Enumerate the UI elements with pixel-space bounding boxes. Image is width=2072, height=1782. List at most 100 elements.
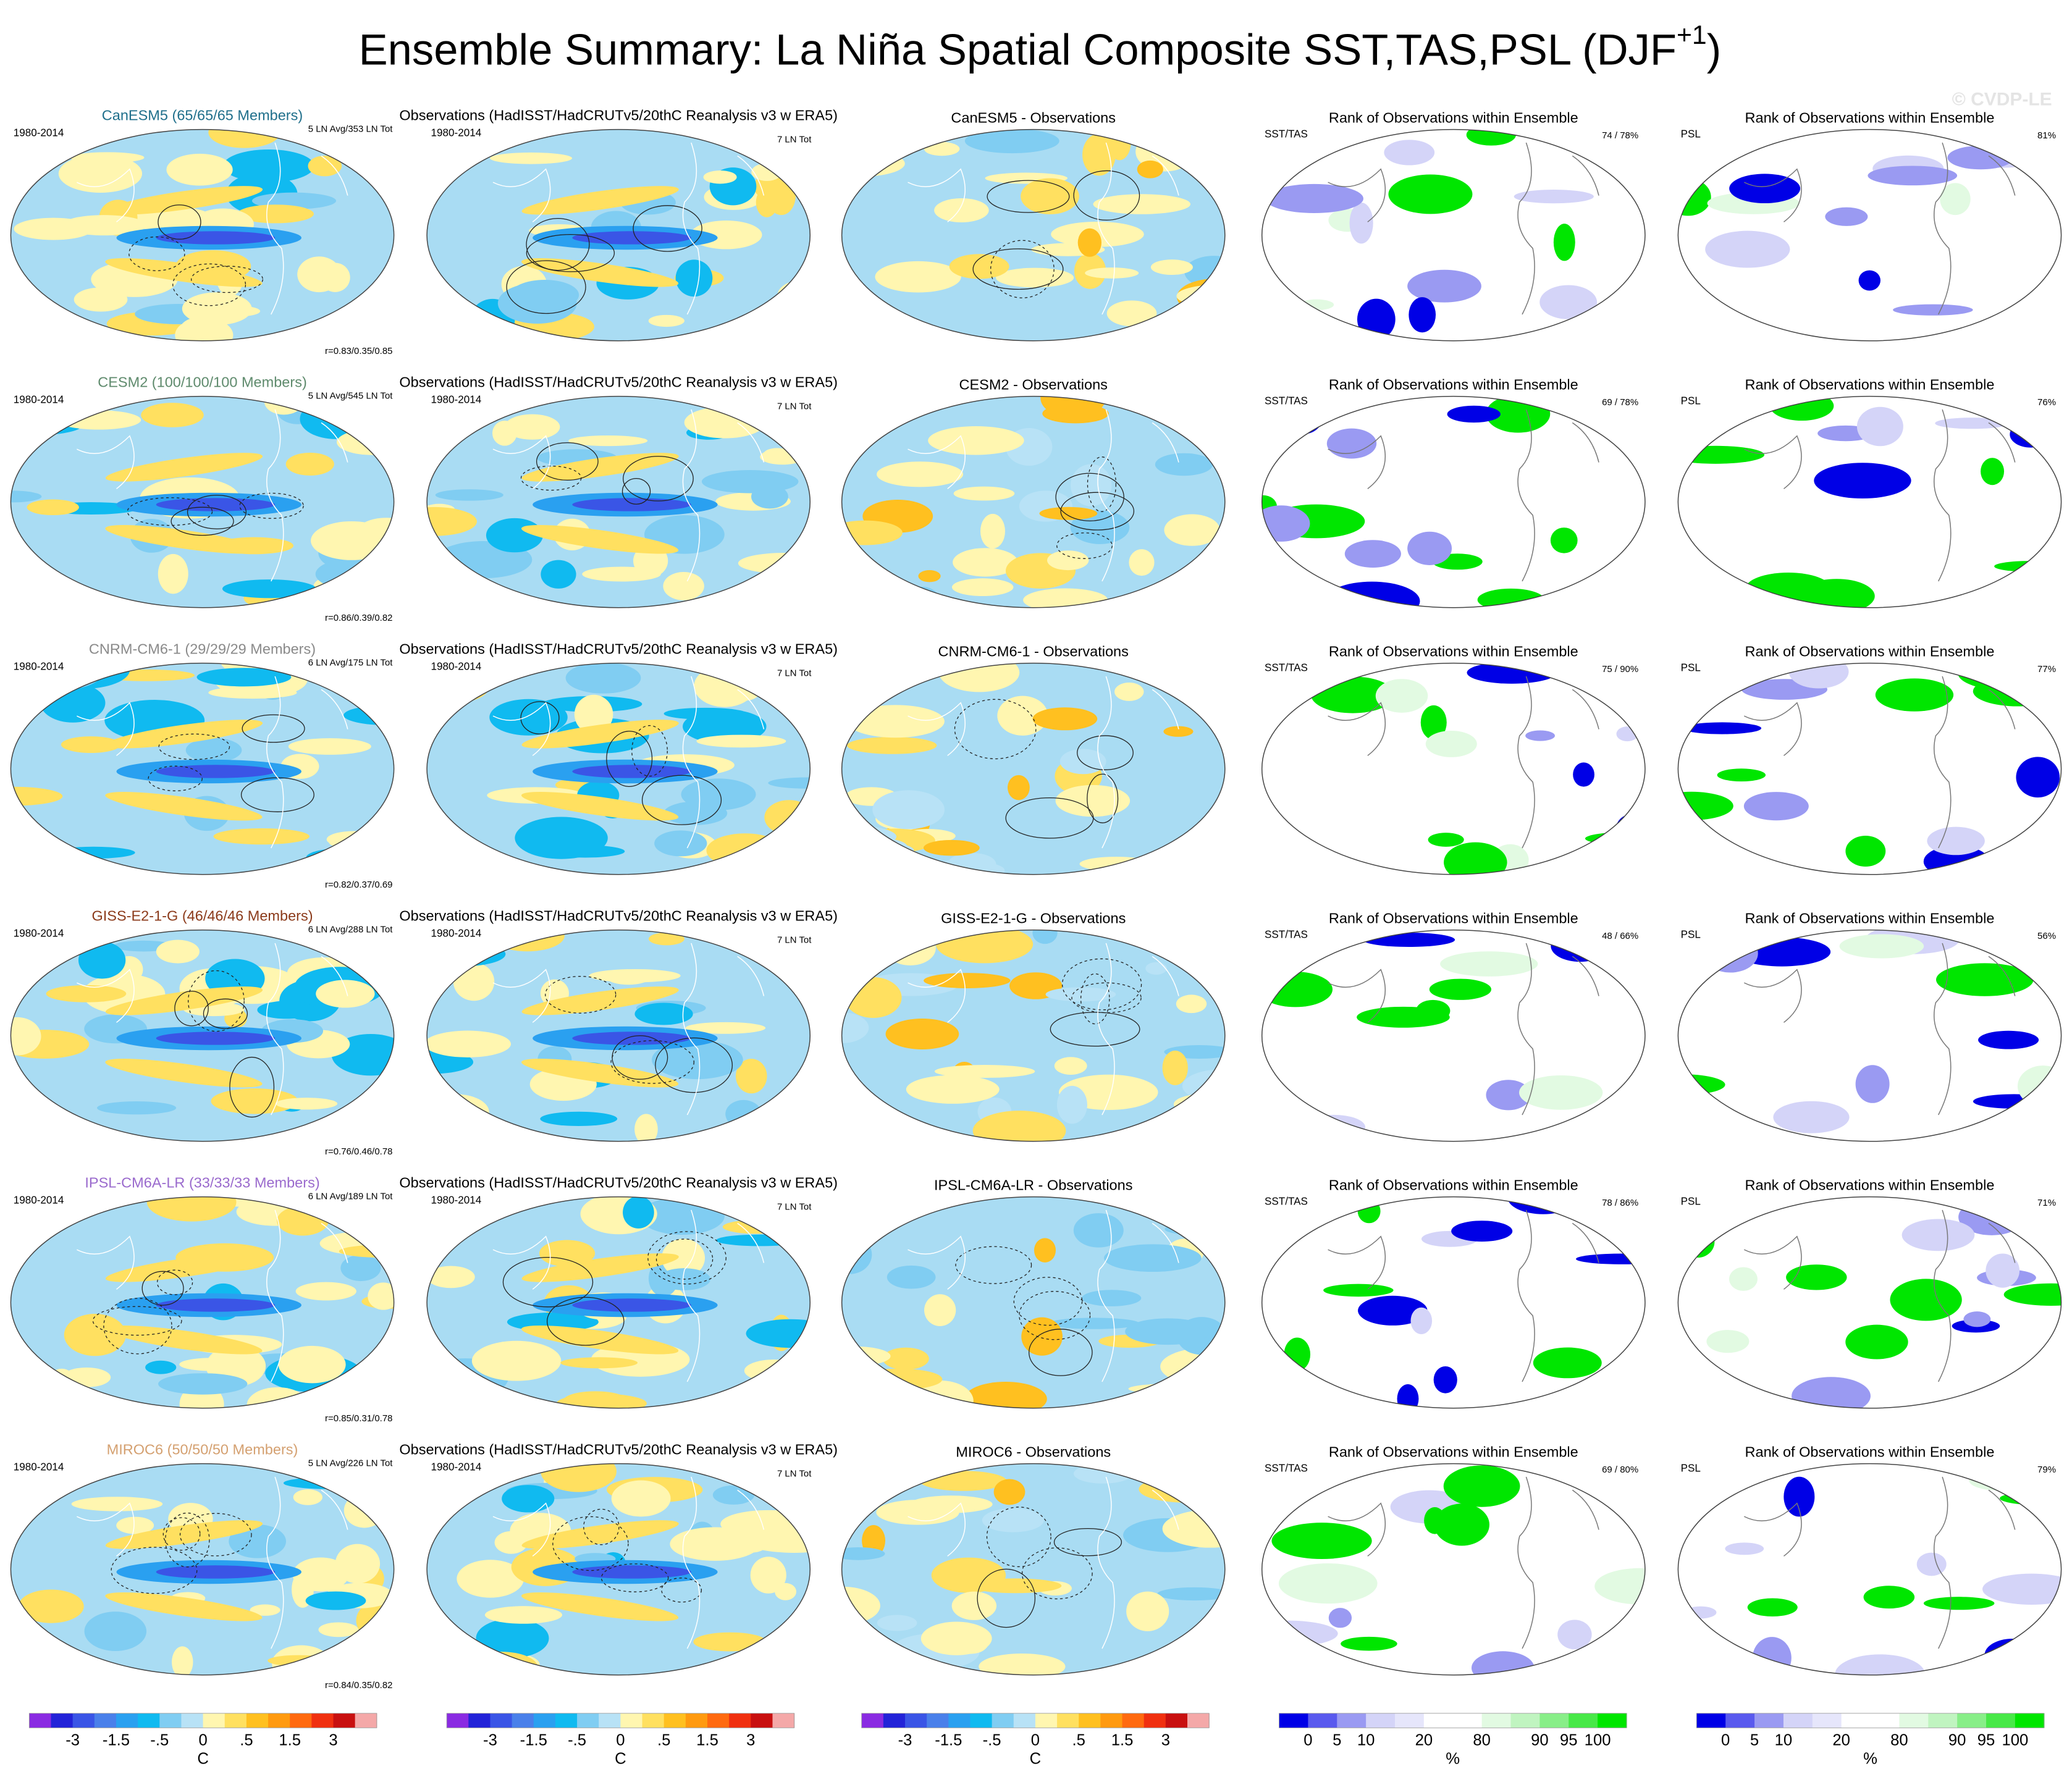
map <box>1261 129 1645 341</box>
contour <box>156 1269 193 1295</box>
map-field <box>760 448 805 465</box>
coastline <box>77 1476 348 1649</box>
contour <box>536 442 599 481</box>
map-field <box>746 1319 811 1348</box>
map-field <box>1210 1492 1225 1514</box>
map-field <box>172 1646 193 1675</box>
contour <box>520 465 582 491</box>
map-field <box>1705 230 1790 268</box>
map-field <box>934 198 989 222</box>
rank-title: Rank of Observations within Ensemble <box>1329 377 1578 393</box>
map-field <box>343 705 394 726</box>
colorbar-box <box>599 1713 621 1728</box>
colorbar-box <box>1308 1713 1337 1728</box>
coastline <box>77 409 348 582</box>
colorbar-tick-label: -3 <box>483 1731 497 1749</box>
map-field <box>18 1589 84 1623</box>
map-field <box>1164 514 1220 546</box>
warm-band <box>521 186 679 215</box>
map-field <box>841 1547 885 1560</box>
diff-title: IPSL-CM6A-LR - Observations <box>934 1177 1132 1193</box>
model-events: 5 LN Avg/226 LN Tot <box>308 1458 394 1469</box>
map-field <box>886 1265 936 1289</box>
warm-band <box>521 792 679 821</box>
map-field <box>1160 1347 1225 1386</box>
map-field <box>1916 1552 1947 1576</box>
map-field <box>27 499 79 516</box>
map-field <box>185 738 242 763</box>
map-field <box>703 170 737 184</box>
colorbar-box <box>246 1713 269 1728</box>
colorbar-box <box>1754 1713 1784 1728</box>
map-field <box>1616 726 1638 742</box>
colorbar-box <box>577 1713 599 1728</box>
map-field <box>1409 297 1436 333</box>
colorbar-box <box>1279 1713 1309 1728</box>
colorbar-unit: % <box>1446 1750 1460 1767</box>
rank-psl-label: PSL <box>1681 662 1701 674</box>
obs-period: 1980-2014 <box>431 394 482 406</box>
contour <box>972 248 1064 290</box>
colorbar-box <box>1057 1713 1079 1728</box>
enso-core <box>156 231 276 245</box>
warm-band <box>105 258 263 287</box>
map-field <box>208 686 297 699</box>
map-border <box>841 1196 1226 1409</box>
colorbar-box <box>447 1713 469 1728</box>
contour <box>1087 456 1117 512</box>
map-field <box>1585 831 1645 846</box>
map-field <box>877 1615 917 1631</box>
map-field <box>305 1591 366 1610</box>
colorbar-box <box>268 1713 290 1728</box>
contour <box>179 1513 252 1557</box>
colorbar-box <box>1812 1713 1842 1728</box>
map-border <box>1677 1196 2062 1409</box>
correlation: r=0.82/0.37/0.69 <box>325 880 392 890</box>
map-field <box>539 1240 596 1267</box>
diff-title: CESM2 - Observations <box>959 377 1107 393</box>
warm-band <box>521 1326 679 1355</box>
contour <box>203 998 248 1029</box>
map <box>427 1196 811 1408</box>
contour <box>127 497 213 526</box>
obs-events: 7 LN Tot <box>777 668 812 679</box>
contour <box>1053 1528 1122 1557</box>
colorbar-box <box>51 1713 74 1728</box>
coastline <box>1328 142 1599 315</box>
contour <box>141 1271 184 1306</box>
map-field <box>1271 1523 1372 1560</box>
map-field <box>237 204 314 224</box>
warm-band <box>521 1253 679 1282</box>
map-field <box>634 1114 658 1141</box>
map-border <box>841 662 1226 875</box>
map-field <box>845 306 873 334</box>
map-field <box>1428 833 1464 847</box>
contour <box>955 1246 1032 1284</box>
map-field <box>634 1002 693 1025</box>
map-field <box>1103 1244 1202 1272</box>
colorbar-box <box>1783 1713 1813 1728</box>
map-field <box>427 670 489 704</box>
map-field <box>1415 999 1451 1022</box>
contour <box>158 733 230 760</box>
map-field <box>662 1238 705 1277</box>
map-field <box>736 1059 767 1094</box>
map-field <box>843 1350 875 1374</box>
map-field <box>1082 133 1116 176</box>
warm-band <box>521 1592 679 1621</box>
diff-title: CNRM-CM6-1 - Observations <box>938 644 1129 660</box>
map-field <box>993 1479 1025 1505</box>
map-field <box>844 977 902 1019</box>
map-field <box>1533 1347 1602 1379</box>
map-field <box>40 683 106 723</box>
map-field <box>1434 1503 1489 1546</box>
map-field <box>484 1606 563 1624</box>
map-field <box>914 860 1005 875</box>
warm-band <box>105 1592 263 1621</box>
map-border <box>1261 128 1646 342</box>
colorbar-box <box>1366 1713 1396 1728</box>
colorbar-tick-label: 0 <box>616 1731 625 1749</box>
map-field <box>568 435 648 447</box>
colorbar-box <box>159 1713 182 1728</box>
